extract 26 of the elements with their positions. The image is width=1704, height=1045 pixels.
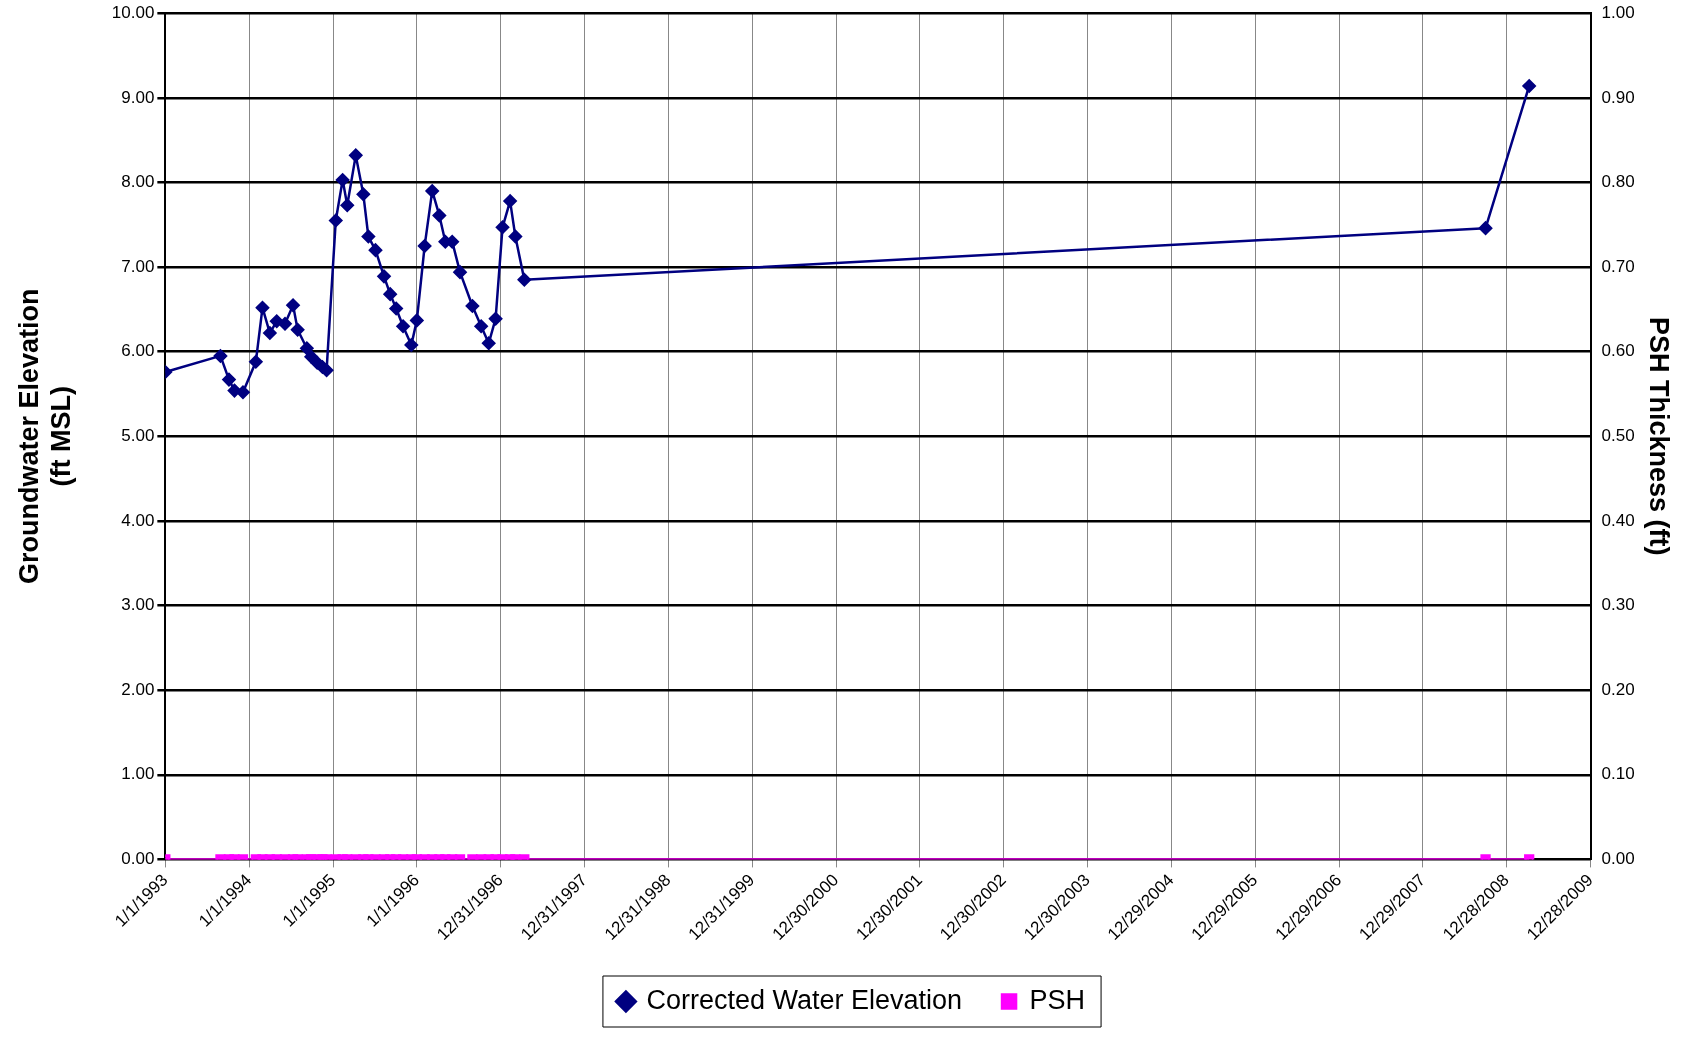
y-tick-label: 1.00 [121, 764, 155, 784]
y-tick-label: 6.00 [121, 341, 155, 361]
y2-tick-label: 0.90 [1601, 87, 1635, 107]
y2-tick-label: 0.20 [1601, 679, 1635, 699]
y2-tick-label: 0.30 [1601, 595, 1635, 615]
y-tick-label: 0.00 [121, 849, 155, 869]
y-tick-label: 2.00 [121, 679, 155, 699]
y2-tick-label: 0.70 [1601, 256, 1635, 276]
y2-tick-label: 0.00 [1601, 849, 1635, 869]
y-tick-label: 8.00 [121, 172, 155, 192]
legend-label: PSH [1029, 984, 1086, 1015]
y2-tick-label: 0.50 [1601, 425, 1635, 445]
y2-tick-label: 0.40 [1601, 510, 1635, 530]
y2-tick-label: 1.00 [1601, 2, 1635, 22]
y-tick-label: 3.00 [121, 595, 155, 615]
y2-tick-label: 0.80 [1601, 172, 1635, 192]
legend-label: Corrected Water Elevation [646, 984, 963, 1015]
y-tick-label: 9.00 [121, 87, 155, 107]
y-axis-title: Groundwater Elevation (ft MSL) [13, 288, 77, 585]
y-tick-label: 7.00 [121, 256, 155, 276]
y-tick-label: 10.00 [111, 2, 155, 22]
y2-axis-title: PSH Thickness (ft) [1644, 317, 1675, 556]
y2-tick-label: 0.10 [1601, 764, 1635, 784]
y-tick-label: 5.00 [121, 425, 155, 445]
y2-tick-label: 0.60 [1601, 341, 1635, 361]
y-tick-label: 4.00 [121, 510, 155, 530]
